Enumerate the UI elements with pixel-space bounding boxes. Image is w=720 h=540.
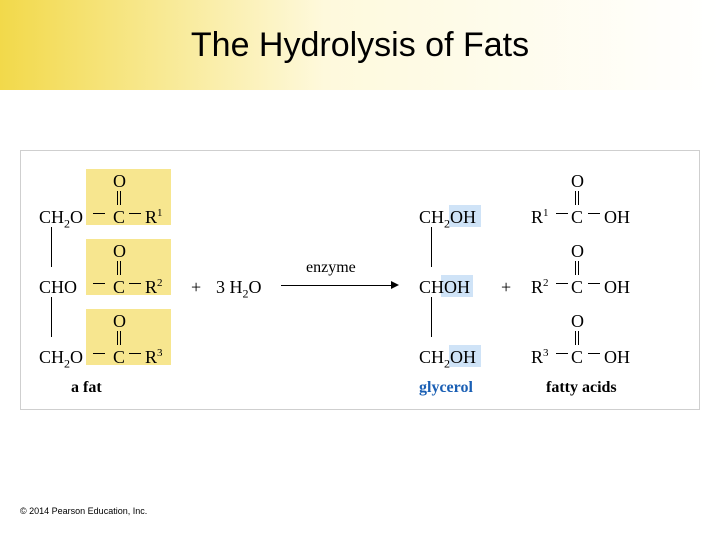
fa-c-2: C: [571, 277, 583, 298]
plus-sign-1: +: [191, 277, 201, 298]
fat-c-1: C: [113, 207, 125, 228]
fat-ch2-3: CH2O: [39, 347, 83, 372]
bond-line: [431, 297, 432, 337]
fa-o-top-3: O: [571, 311, 584, 332]
double-bond: [575, 331, 579, 345]
bond-line: [129, 353, 141, 354]
page-title: The Hydrolysis of Fats: [191, 26, 529, 65]
bond-line: [588, 353, 600, 354]
water: 3 H2O: [216, 277, 262, 302]
fa-r2: R2: [531, 277, 549, 298]
fat-c-2: C: [113, 277, 125, 298]
fatty-acids-label: fatty acids: [546, 379, 617, 397]
glycerol-row3: CH2OH: [419, 347, 476, 372]
double-bond: [575, 261, 579, 275]
fa-oh-3: OH: [604, 347, 630, 368]
double-bond: [117, 331, 121, 345]
bond-line: [556, 283, 568, 284]
glycerol-row2: CHOH: [419, 277, 470, 298]
plus-sign-2: +: [501, 277, 511, 298]
bond-line: [93, 213, 105, 214]
bond-line: [51, 227, 52, 267]
fa-o-top-2: O: [571, 241, 584, 262]
title-bar: The Hydrolysis of Fats: [0, 0, 720, 90]
copyright-text: © 2014 Pearson Education, Inc.: [20, 506, 147, 516]
fat-o-top-1: O: [113, 171, 126, 192]
bond-line: [556, 353, 568, 354]
bond-line: [93, 353, 105, 354]
bond-line: [51, 297, 52, 337]
bond-line: [431, 227, 432, 267]
glycerol-row1: CH2OH: [419, 207, 476, 232]
fa-oh-1: OH: [604, 207, 630, 228]
fat-cho: CHO: [39, 277, 77, 298]
fa-oh-2: OH: [604, 277, 630, 298]
double-bond: [575, 191, 579, 205]
bond-line: [129, 213, 141, 214]
enzyme-label: enzyme: [306, 259, 356, 277]
fa-c-1: C: [571, 207, 583, 228]
fa-r3: R3: [531, 347, 549, 368]
fa-r1: R1: [531, 207, 549, 228]
fat-label: a fat: [71, 379, 102, 397]
fat-c-3: C: [113, 347, 125, 368]
double-bond: [117, 191, 121, 205]
bond-line: [129, 283, 141, 284]
double-bond: [117, 261, 121, 275]
glycerol-label: glycerol: [419, 379, 473, 397]
fat-r-2: R2: [145, 277, 163, 298]
bond-line: [556, 213, 568, 214]
fat-r-1: R1: [145, 207, 163, 228]
fat-r-3: R3: [145, 347, 163, 368]
fat-o-top-2: O: [113, 241, 126, 262]
bond-line: [93, 283, 105, 284]
arrow-head-icon: [391, 281, 399, 289]
fa-o-top-1: O: [571, 171, 584, 192]
bond-line: [588, 213, 600, 214]
fa-c-3: C: [571, 347, 583, 368]
bond-line: [588, 283, 600, 284]
fat-ch2-1: CH2O: [39, 207, 83, 232]
reaction-arrow: [281, 285, 391, 286]
fat-o-top-3: O: [113, 311, 126, 332]
reaction-diagram: CH2O O C R1 CHO O C R2 CH2O O C R3 a fat…: [20, 150, 700, 410]
